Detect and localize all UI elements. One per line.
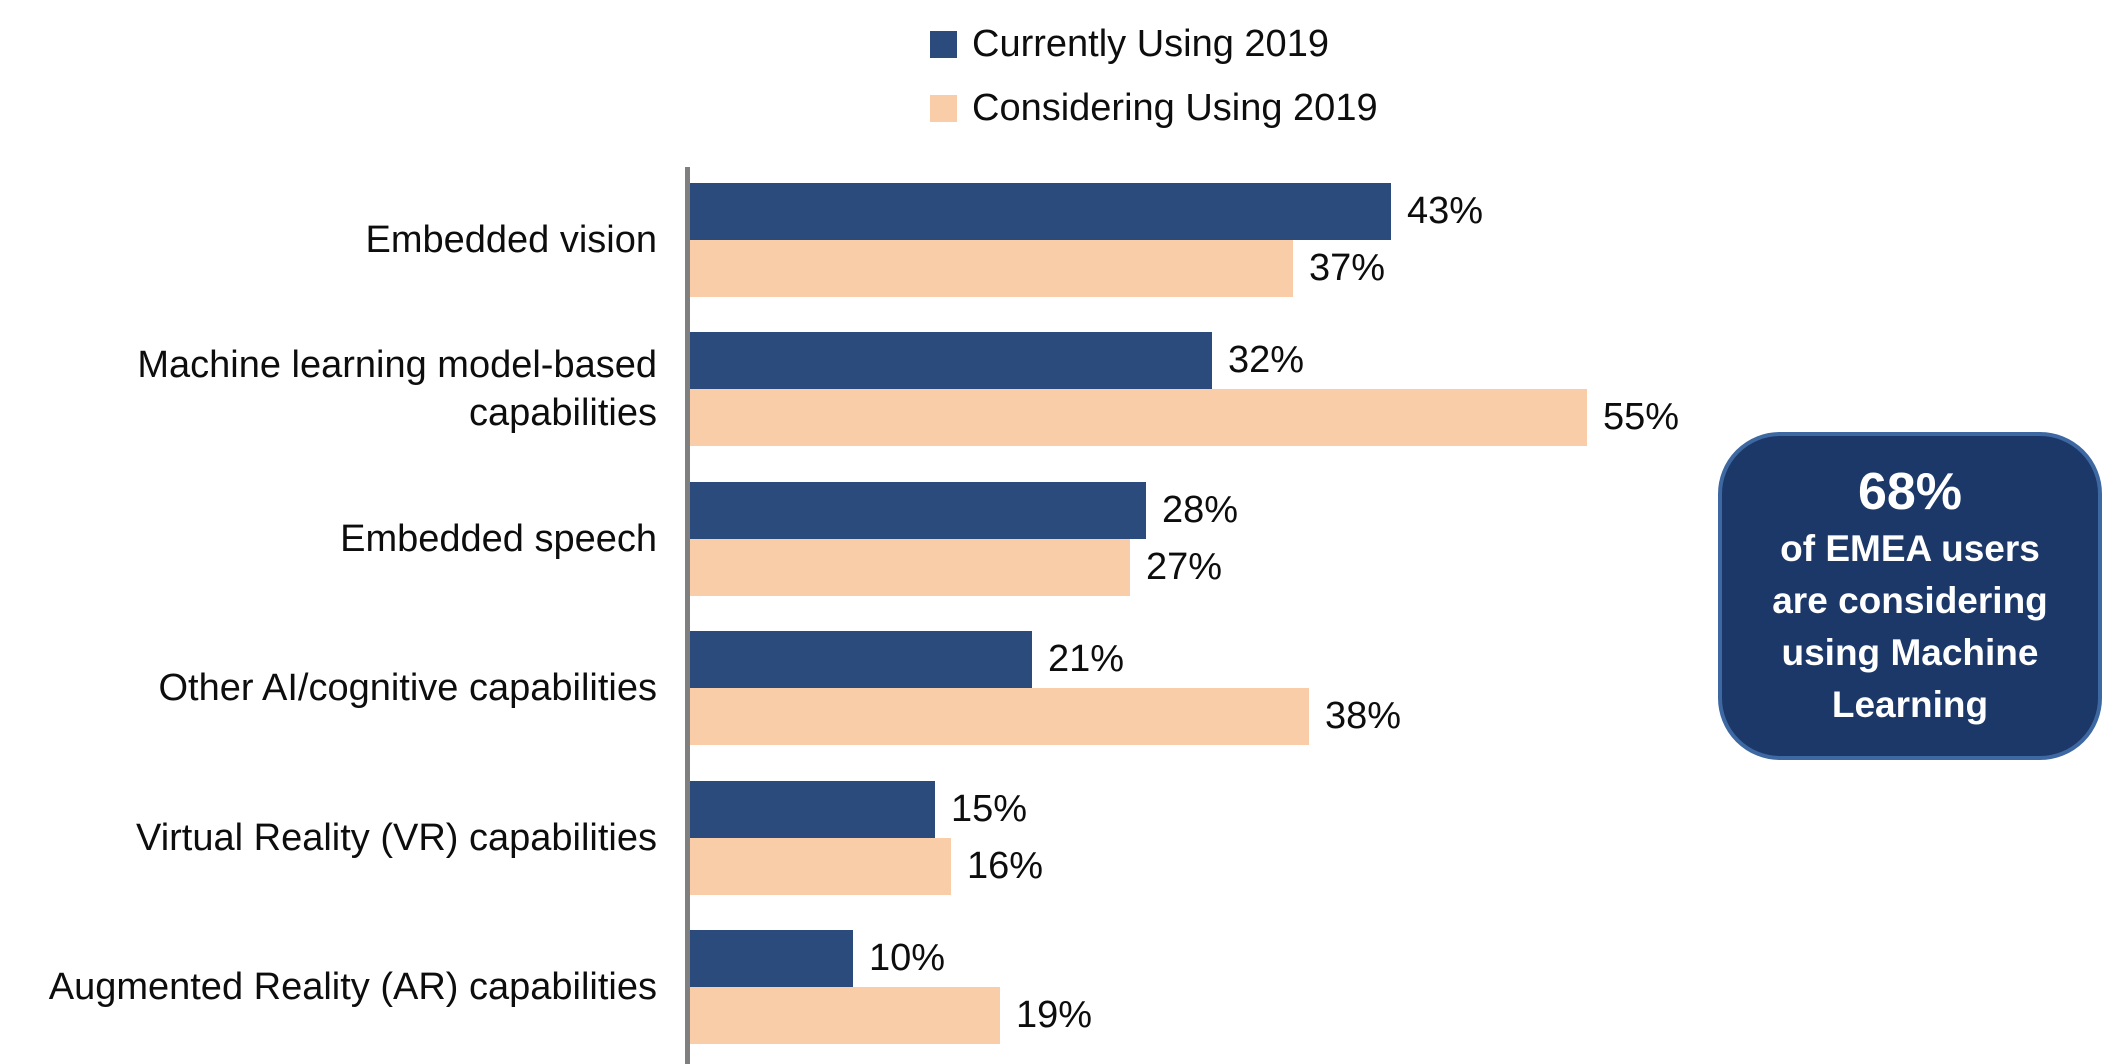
category-label: Embedded vision bbox=[365, 219, 657, 261]
bar-currently-using[interactable] bbox=[690, 781, 935, 838]
category-label: Embedded speech bbox=[340, 518, 657, 560]
value-label: 10% bbox=[869, 937, 946, 979]
value-label: 38% bbox=[1325, 695, 1402, 737]
category-label: Augmented Reality (AR) capabilities bbox=[48, 966, 657, 1008]
category-label: Virtual Reality (VR) capabilities bbox=[136, 817, 657, 859]
bar-considering-using[interactable] bbox=[690, 389, 1587, 446]
callout-headline: 68% bbox=[1857, 463, 1963, 521]
bar-considering-using[interactable] bbox=[690, 688, 1309, 745]
callout-body-line: using Machine bbox=[1781, 632, 2039, 673]
callout-body-line: of EMEA users bbox=[1780, 528, 2040, 569]
bar-currently-using[interactable] bbox=[690, 332, 1212, 389]
callout-body-line: are considering bbox=[1772, 580, 2048, 621]
bar-group: Other AI/cognitive capabilities 21% 38% bbox=[0, 631, 2126, 745]
bar-currently-using[interactable] bbox=[690, 631, 1032, 688]
legend-swatch-currently-using-icon bbox=[930, 30, 957, 58]
bar-currently-using[interactable] bbox=[690, 930, 853, 987]
value-label: 55% bbox=[1603, 396, 1680, 438]
category-label: Machine learning model-based capabilitie… bbox=[137, 344, 657, 434]
legend-swatch-considering-using-icon bbox=[930, 94, 957, 122]
value-label: 15% bbox=[951, 788, 1028, 830]
value-label: 43% bbox=[1407, 190, 1484, 232]
y-axis-line bbox=[685, 167, 690, 1064]
value-label: 16% bbox=[967, 845, 1044, 887]
bar-group: Embedded vision 43% 37% bbox=[0, 183, 2126, 297]
value-label: 21% bbox=[1048, 638, 1125, 680]
value-label: 28% bbox=[1162, 489, 1239, 531]
bar-considering-using[interactable] bbox=[690, 838, 951, 895]
callout-body-line: Learning bbox=[1831, 684, 1989, 725]
bar-group: Embedded speech 28% 27% bbox=[0, 482, 2126, 596]
bar-group: Machine learning model-based capabilitie… bbox=[0, 332, 2126, 446]
value-label: 32% bbox=[1228, 339, 1305, 381]
legend: Currently Using 2019 Considering Using 2… bbox=[930, 24, 1378, 152]
value-label: 37% bbox=[1309, 247, 1386, 289]
category-label: Other AI/cognitive capabilities bbox=[158, 667, 658, 709]
legend-item-considering-using[interactable]: Considering Using 2019 bbox=[930, 88, 1378, 128]
value-label: 27% bbox=[1146, 546, 1223, 588]
value-label: 19% bbox=[1016, 994, 1093, 1036]
bar-considering-using[interactable] bbox=[690, 240, 1293, 297]
bar-currently-using[interactable] bbox=[690, 482, 1146, 539]
bar-group: Augmented Reality (AR) capabilities 10% 19… bbox=[0, 930, 2126, 1044]
legend-item-currently-using[interactable]: Currently Using 2019 bbox=[930, 24, 1378, 64]
bar-currently-using[interactable] bbox=[690, 183, 1391, 240]
bar-considering-using[interactable] bbox=[690, 539, 1130, 596]
legend-label-considering-using: Considering Using 2019 bbox=[972, 87, 1378, 129]
callout-box: 68% of EMEA users are considering using … bbox=[1718, 432, 2102, 760]
bar-group: Virtual Reality (VR) capabilities 15% 16% bbox=[0, 781, 2126, 895]
bar-considering-using[interactable] bbox=[690, 987, 1000, 1044]
legend-label-currently-using: Currently Using 2019 bbox=[972, 23, 1329, 65]
